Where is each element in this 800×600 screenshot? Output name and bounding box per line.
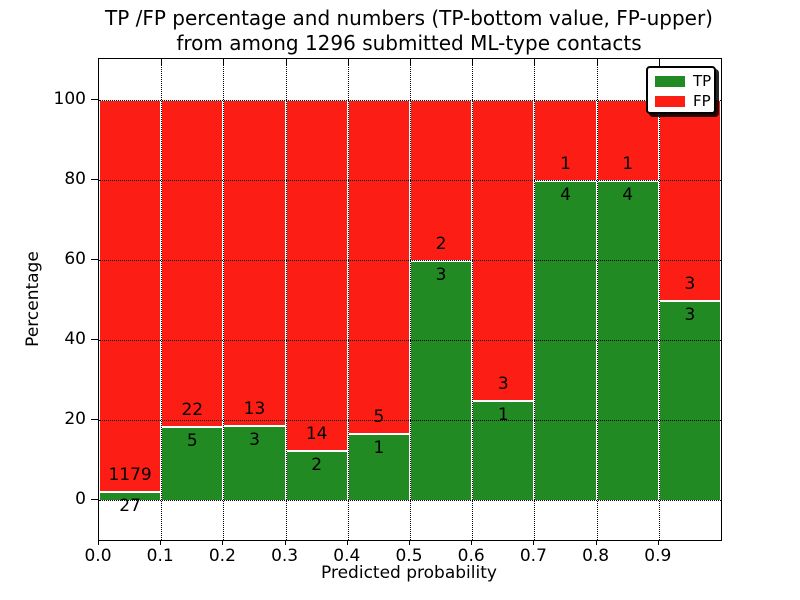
x-tick-label: 0.9 — [644, 546, 672, 566]
x-tick-mark — [160, 540, 162, 545]
fp-count-label: 3 — [497, 374, 509, 394]
v-gridline-0.9 — [658, 59, 660, 540]
fp-count-label: 14 — [305, 424, 328, 444]
x-tick-mark-top — [658, 59, 660, 66]
fp-count-label: 1179 — [108, 465, 152, 486]
y-tick-label: 100 — [53, 89, 86, 109]
tp-count-label: 2 — [311, 455, 323, 475]
fp-color-swatch — [655, 95, 685, 107]
y-tick-mark — [91, 339, 98, 340]
tp-count-label: 3 — [249, 430, 260, 450]
bar-0.4-0.5 — [347, 100, 410, 500]
fp-count-label: 3 — [684, 274, 696, 294]
bar-segment-tp — [411, 260, 472, 500]
bar-segment-tp — [473, 400, 534, 500]
fp-count-label: 2 — [435, 234, 447, 254]
legend-label-tp: TP — [693, 72, 712, 90]
x-tick-mark — [284, 540, 286, 545]
chart-title-line1: TP /FP percentage and numbers (TP-bottom… — [105, 6, 713, 30]
x-tick-label: 0.4 — [333, 546, 361, 566]
fp-count-label: 1 — [622, 154, 634, 174]
bar-0.3-0.4 — [285, 100, 348, 500]
bar-0.5-0.6 — [410, 100, 473, 500]
y-tick-label: 20 — [64, 409, 86, 429]
x-tick-mark — [533, 540, 535, 545]
x-tick-mark — [222, 540, 224, 545]
tp-count-label: 1 — [497, 405, 509, 425]
plot-area: 1179 27 22 5 13 3 14 2 5 1 2 3 3 1 1 4 1 4 3 3 — [98, 58, 722, 541]
x-tick-mark-top — [285, 59, 287, 66]
x-tick-label: 0.1 — [146, 546, 174, 566]
x-tick-mark — [346, 540, 348, 545]
v-gridline-0.4 — [347, 59, 349, 540]
legend-label-fp: FP — [693, 92, 711, 110]
tp-count-label: 27 — [119, 496, 141, 517]
v-gridline-0.5 — [410, 59, 411, 540]
chart-title-line2: from among 1296 submitted ML-type contac… — [176, 31, 642, 55]
bar-segment-tp — [100, 491, 161, 500]
v-gridline-0.6 — [472, 59, 474, 540]
x-tick-mark-top — [223, 59, 225, 66]
x-tick-label: 0.7 — [519, 546, 547, 566]
x-tick-label: 0.5 — [395, 546, 423, 566]
y-tick-mark — [91, 259, 98, 260]
bar-0.9-1.0 — [658, 100, 721, 500]
bar-0.6-0.7 — [472, 100, 535, 500]
bar-segment-tp — [286, 450, 347, 500]
x-axis-label: Predicted probability — [321, 563, 497, 583]
x-tick-mark-top — [161, 59, 163, 66]
y-tick-mark — [91, 419, 98, 420]
x-tick-mark-top — [347, 59, 349, 66]
bar-segment-tp — [348, 433, 409, 500]
x-tick-mark-top — [472, 59, 474, 66]
tp-count-label: 4 — [560, 185, 571, 205]
v-gridline-0.8 — [596, 59, 598, 540]
x-tick-mark-top — [596, 59, 598, 66]
x-tick-label: 0.3 — [271, 546, 299, 566]
tp-count-label: 4 — [622, 185, 634, 205]
v-gridline-0.7 — [534, 59, 536, 540]
y-tick-label: 0 — [75, 489, 86, 509]
x-tick-mark-top — [410, 59, 411, 66]
y-tick-label: 60 — [64, 249, 86, 269]
bar-segment-tp — [162, 425, 223, 500]
x-tick-mark — [657, 540, 659, 545]
chart-title: TP /FP percentage and numbers (TP-bottom… — [98, 6, 720, 56]
legend: TP FP — [646, 66, 716, 114]
y-tick-mark — [91, 99, 98, 100]
x-tick-label: 0.2 — [208, 546, 236, 566]
v-gridline-0.2 — [223, 59, 225, 540]
tp-count-label: 3 — [435, 265, 447, 285]
y-tick-label: 40 — [64, 329, 86, 349]
legend-entry-fp: FP — [655, 91, 711, 111]
y-tick-mark — [91, 179, 98, 180]
y-tick-label: 80 — [64, 169, 86, 189]
x-tick-mark — [471, 540, 473, 545]
x-tick-mark — [595, 540, 597, 545]
x-tick-mark — [98, 540, 99, 545]
legend-entry-tp: TP — [655, 71, 711, 91]
tp-count-label: 5 — [186, 430, 198, 451]
y-tick-mark — [91, 499, 98, 500]
fp-count-label: 1 — [560, 154, 571, 174]
x-tick-mark — [409, 540, 410, 545]
fp-count-label: 5 — [373, 407, 385, 428]
fp-count-label: 22 — [181, 399, 204, 420]
tp-count-label: 3 — [684, 305, 696, 325]
x-tick-label: 0.0 — [84, 546, 112, 566]
tp-color-swatch — [655, 75, 685, 87]
x-tick-label: 0.8 — [582, 546, 610, 566]
bar-segment-tp — [659, 300, 720, 500]
bar-0.0-0.1 — [99, 100, 162, 500]
bar-segment-tp — [224, 425, 285, 500]
tp-count-label: 1 — [373, 438, 385, 459]
x-tick-label: 0.6 — [457, 546, 485, 566]
x-tick-mark-top — [534, 59, 536, 66]
v-gridline-0.3 — [285, 59, 287, 540]
fp-count-label: 13 — [243, 399, 266, 419]
v-gridline-0.1 — [161, 59, 163, 540]
